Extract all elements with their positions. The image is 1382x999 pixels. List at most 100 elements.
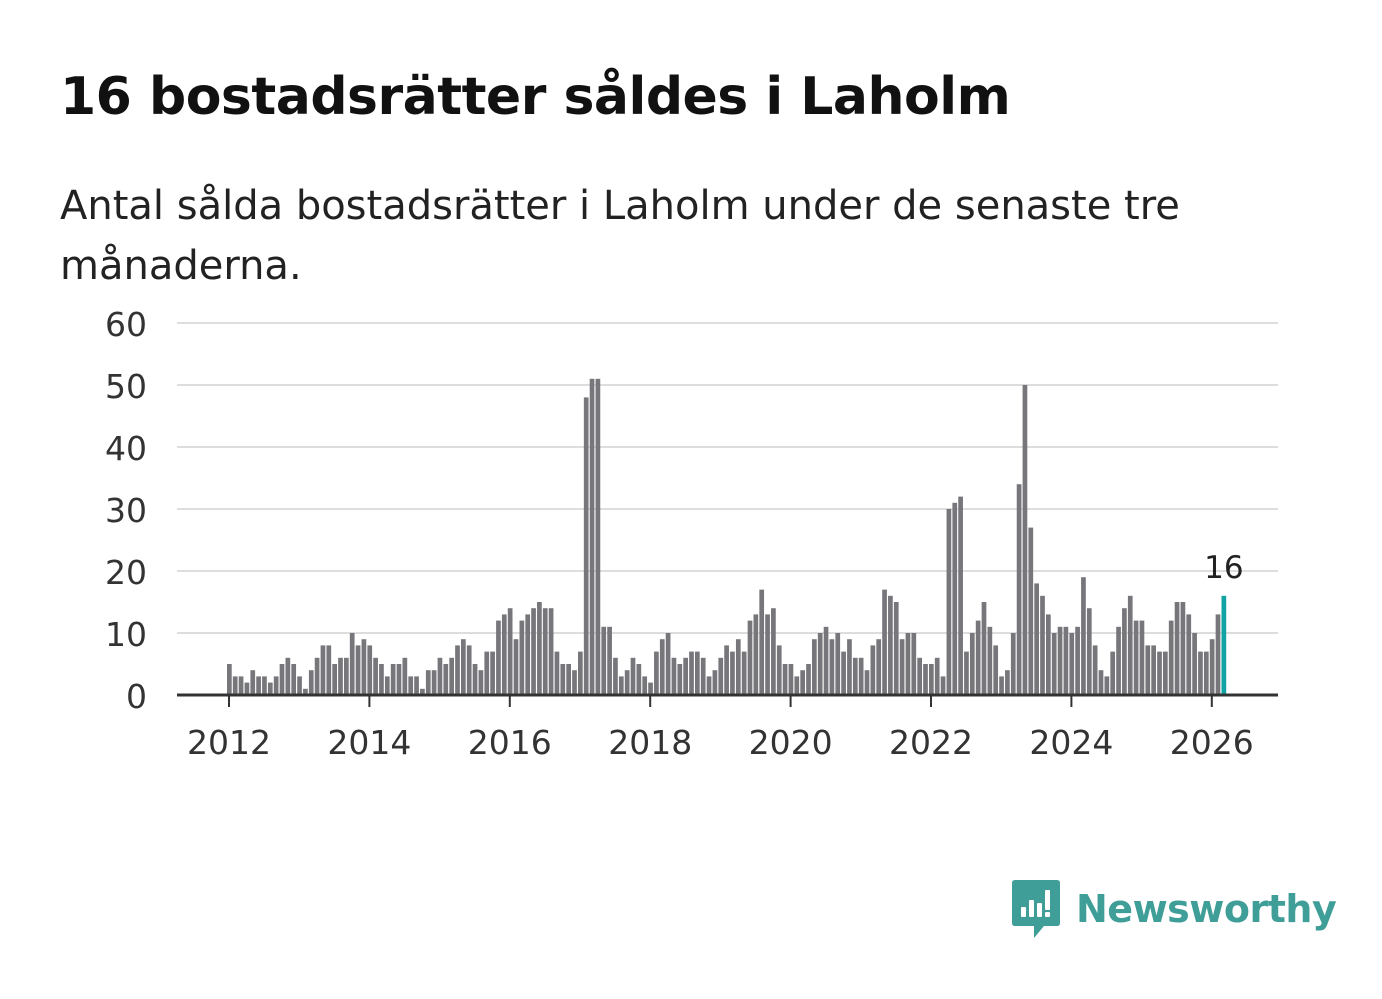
bar bbox=[747, 620, 753, 695]
bar bbox=[355, 645, 361, 695]
bar bbox=[349, 633, 355, 695]
bar bbox=[1180, 602, 1186, 695]
x-tick-label: 2016 bbox=[468, 723, 552, 762]
bar bbox=[940, 676, 946, 695]
data-label: 16 bbox=[1204, 550, 1243, 586]
bar bbox=[484, 651, 490, 695]
bar bbox=[665, 633, 671, 695]
bar bbox=[455, 645, 460, 695]
bar bbox=[981, 602, 987, 695]
bar bbox=[765, 614, 770, 695]
bar bbox=[367, 645, 373, 695]
bar bbox=[308, 670, 314, 695]
bar bbox=[1034, 583, 1039, 695]
bar bbox=[338, 657, 343, 695]
bar bbox=[1057, 626, 1063, 695]
bar bbox=[999, 676, 1004, 695]
bar bbox=[390, 664, 396, 695]
bar bbox=[1139, 620, 1145, 695]
x-tick-label: 2024 bbox=[1029, 723, 1113, 762]
bar bbox=[730, 651, 735, 695]
bar bbox=[706, 676, 712, 695]
bar bbox=[244, 682, 250, 695]
bar bbox=[1186, 614, 1192, 695]
y-axis-ticks: 0 10 20 30 40 50 60 bbox=[105, 305, 147, 716]
bar bbox=[876, 639, 882, 695]
bar bbox=[566, 664, 571, 695]
x-tick-label: 2026 bbox=[1170, 723, 1254, 762]
bar bbox=[624, 670, 630, 695]
bar bbox=[384, 676, 390, 695]
bar bbox=[911, 633, 917, 695]
bar bbox=[1075, 626, 1080, 695]
bar bbox=[320, 645, 326, 695]
bar bbox=[1069, 633, 1075, 695]
bar bbox=[601, 626, 607, 695]
bar bbox=[461, 639, 466, 695]
bar bbox=[829, 639, 835, 695]
chart-title: 16 bostadsrätter såldes i Laholm bbox=[60, 67, 1011, 127]
y-tick-label: 60 bbox=[105, 305, 147, 344]
bar bbox=[841, 651, 846, 695]
y-tick-label: 40 bbox=[105, 429, 147, 468]
bar bbox=[227, 664, 232, 695]
bar bbox=[449, 657, 454, 695]
annotations: 16 bbox=[1204, 550, 1243, 586]
bar bbox=[958, 496, 963, 695]
bar bbox=[695, 651, 700, 695]
bar bbox=[507, 608, 513, 695]
bar bbox=[1005, 670, 1010, 695]
bar bbox=[1116, 626, 1121, 695]
bar bbox=[1145, 645, 1151, 695]
bar bbox=[420, 688, 425, 695]
bar bbox=[525, 614, 531, 695]
bar bbox=[326, 645, 332, 695]
bar bbox=[1203, 651, 1209, 695]
brand-name: Newsworthy bbox=[1076, 887, 1337, 931]
bar bbox=[1098, 670, 1104, 695]
bar bbox=[969, 633, 975, 695]
bar bbox=[642, 676, 648, 695]
bar bbox=[1063, 626, 1069, 695]
bar bbox=[1010, 633, 1016, 695]
bar bbox=[314, 657, 320, 695]
bar bbox=[689, 651, 694, 695]
bar bbox=[373, 657, 378, 695]
bar bbox=[396, 664, 402, 695]
bar bbox=[776, 645, 782, 695]
bar bbox=[817, 633, 823, 695]
y-tick-label: 50 bbox=[105, 367, 147, 406]
bar bbox=[1198, 651, 1203, 695]
bar bbox=[864, 670, 870, 695]
bars bbox=[227, 378, 1227, 695]
bar bbox=[1086, 608, 1092, 695]
y-tick-label: 0 bbox=[126, 677, 147, 716]
bar bbox=[870, 645, 876, 695]
bar bbox=[952, 502, 958, 695]
bar bbox=[771, 608, 776, 695]
x-tick-label: 2018 bbox=[608, 723, 692, 762]
bar bbox=[273, 676, 279, 695]
bar bbox=[1209, 639, 1215, 695]
bar bbox=[279, 664, 285, 695]
gridlines bbox=[177, 322, 1278, 634]
bar bbox=[537, 602, 542, 695]
bar bbox=[1051, 633, 1057, 695]
x-axis: 2012 2014 2016 2018 2020 2022 2024 2026 bbox=[177, 693, 1278, 762]
bar bbox=[671, 657, 677, 695]
brand: Newsworthy bbox=[1010, 878, 1337, 940]
bar bbox=[794, 676, 800, 695]
bar bbox=[250, 670, 256, 695]
bar bbox=[618, 676, 624, 695]
bar bbox=[332, 664, 337, 695]
bar bbox=[636, 664, 642, 695]
bar bbox=[466, 645, 472, 695]
bar bbox=[882, 589, 887, 695]
newsworthy-logo-icon bbox=[1012, 880, 1060, 938]
bar bbox=[800, 670, 805, 695]
bar bbox=[408, 676, 414, 695]
bar bbox=[1046, 614, 1051, 695]
bar bbox=[741, 651, 747, 695]
bar bbox=[589, 378, 595, 695]
bar bbox=[437, 657, 443, 695]
